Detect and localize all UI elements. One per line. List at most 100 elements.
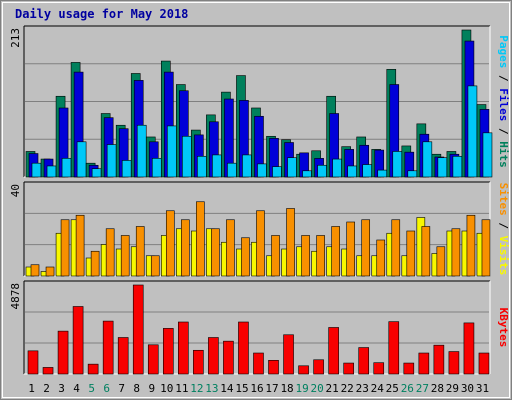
bar-kbytes-day-2 xyxy=(42,367,54,375)
bar-sites-day-25 xyxy=(391,219,401,277)
bar-kbytes-day-5 xyxy=(87,363,99,375)
bar-kbytes-day-8 xyxy=(132,284,144,375)
bar-sites-day-23 xyxy=(361,219,371,277)
bar-kbytes-day-15 xyxy=(238,321,249,375)
day-label-19: 19 xyxy=(295,382,308,395)
day-label-11: 11 xyxy=(175,382,188,395)
day-label-26: 26 xyxy=(401,382,414,395)
day-label-28: 28 xyxy=(431,382,444,395)
chart-title: Daily usage for May 2018 xyxy=(15,7,188,21)
bar-sites-day-14 xyxy=(226,219,235,277)
bar-kbytes-day-1 xyxy=(27,350,39,375)
bar-pages-day-27 xyxy=(422,141,433,178)
bar-pages-day-1 xyxy=(31,162,42,178)
bar-kbytes-day-25 xyxy=(388,321,400,375)
bar-sites-day-6 xyxy=(105,228,115,277)
day-label-20: 20 xyxy=(311,382,324,395)
panel-mid: 40 Sites / Visits xyxy=(9,181,510,277)
day-label-25: 25 xyxy=(386,382,399,395)
bar-kbytes-day-11 xyxy=(178,321,189,375)
day-label-30: 30 xyxy=(461,382,474,395)
bar-sites-day-18 xyxy=(286,208,295,277)
day-label-23: 23 xyxy=(356,382,369,395)
bar-kbytes-day-3 xyxy=(57,330,69,375)
bar-pages-day-8 xyxy=(136,124,147,178)
bar-sites-day-30 xyxy=(466,214,476,277)
bar-pages-day-5 xyxy=(91,168,102,178)
bar-pages-day-29 xyxy=(452,155,463,178)
bar-sites-day-1 xyxy=(30,264,40,277)
bar-kbytes-day-19 xyxy=(298,365,309,375)
day-label-16: 16 xyxy=(250,382,263,395)
bar-sites-day-16 xyxy=(256,210,265,277)
bar-kbytes-day-24 xyxy=(373,362,385,375)
bar-sites-day-4 xyxy=(75,214,85,277)
bar-sites-day-10 xyxy=(165,210,175,277)
bar-pages-day-2 xyxy=(46,165,57,178)
bar-kbytes-day-7 xyxy=(117,337,129,375)
bar-sites-day-31 xyxy=(481,219,491,277)
bar-sites-day-24 xyxy=(376,239,386,277)
bar-pages-day-21 xyxy=(332,158,342,178)
legend-part: / xyxy=(497,216,510,236)
bar-pages-day-11 xyxy=(182,135,192,178)
bar-pages-day-3 xyxy=(61,158,72,178)
day-label-6: 6 xyxy=(103,382,110,395)
bar-pages-day-18 xyxy=(287,157,297,178)
bar-kbytes-day-14 xyxy=(223,340,234,375)
day-label-31: 31 xyxy=(476,382,489,395)
bar-sites-day-3 xyxy=(60,219,70,277)
bar-kbytes-day-31 xyxy=(478,352,490,375)
series-legend-top: Pages / Files / Hits xyxy=(497,35,510,168)
bar-kbytes-day-20 xyxy=(313,359,324,375)
bar-kbytes-day-17 xyxy=(268,360,279,375)
day-label-9: 9 xyxy=(148,382,155,395)
bar-pages-day-20 xyxy=(317,164,327,178)
legend-part: Visits xyxy=(497,236,510,276)
bar-sites-day-5 xyxy=(90,250,100,277)
day-label-21: 21 xyxy=(326,382,339,395)
bar-sites-day-20 xyxy=(316,235,325,277)
day-label-3: 3 xyxy=(58,382,65,395)
legend-part: Files xyxy=(497,88,510,121)
panel-bot: 4878 KBytes xyxy=(9,280,510,375)
bar-kbytes-day-12 xyxy=(193,349,204,375)
bar-sites-day-13 xyxy=(211,228,220,277)
bar-kbytes-day-16 xyxy=(253,352,264,375)
day-label-15: 15 xyxy=(235,382,248,395)
panel-top: 213 Pages / Files / Hits xyxy=(9,25,510,178)
day-label-18: 18 xyxy=(280,382,293,395)
legend-part: Pages xyxy=(497,35,510,68)
day-label-12: 12 xyxy=(190,382,203,395)
bar-sites-day-21 xyxy=(331,226,340,277)
y-max-label: 4878 xyxy=(9,283,22,310)
bar-kbytes-day-27 xyxy=(418,352,430,375)
bar-sites-day-9 xyxy=(150,255,160,277)
bar-sites-day-11 xyxy=(181,219,190,277)
day-label-29: 29 xyxy=(446,382,459,395)
bar-pages-day-4 xyxy=(76,141,87,178)
bar-pages-day-25 xyxy=(392,151,403,178)
bar-pages-day-16 xyxy=(257,163,267,178)
legend-part: Hits xyxy=(497,141,510,168)
day-label-24: 24 xyxy=(371,382,385,395)
bar-sites-day-2 xyxy=(45,266,55,277)
legend-part: KBytes xyxy=(497,308,510,348)
bar-sites-day-28 xyxy=(436,246,446,277)
bar-pages-day-26 xyxy=(407,170,418,178)
bar-sites-day-19 xyxy=(301,235,310,277)
bar-kbytes-day-6 xyxy=(102,320,114,375)
day-label-27: 27 xyxy=(416,382,429,395)
bar-pages-day-15 xyxy=(242,154,252,178)
bar-pages-day-6 xyxy=(106,144,117,178)
bar-sites-day-22 xyxy=(346,221,355,277)
series-legend-mid: Sites / Visits xyxy=(497,183,510,276)
bar-pages-day-7 xyxy=(121,160,132,178)
bar-kbytes-day-26 xyxy=(403,362,415,375)
bar-sites-day-8 xyxy=(135,226,145,277)
bar-sites-day-17 xyxy=(271,235,280,277)
legend-part: / xyxy=(497,68,510,88)
bar-pages-day-17 xyxy=(272,166,282,178)
y-max-label: 213 xyxy=(9,28,22,48)
